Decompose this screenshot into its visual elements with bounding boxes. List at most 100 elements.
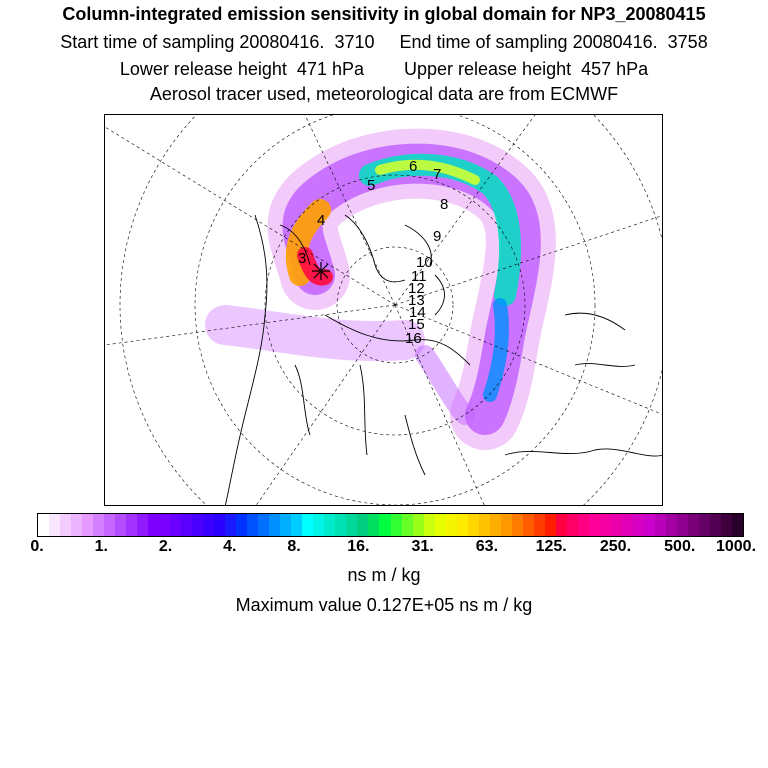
colorbar-segment — [511, 514, 523, 536]
colorbar-segment — [192, 514, 204, 536]
colorbar-segment — [302, 514, 314, 536]
colorbar-segment — [313, 514, 325, 536]
colorbar-segment — [434, 514, 446, 536]
colorbar-tick-label: 250. — [599, 538, 632, 555]
colorbar-tick-label: 0. — [30, 538, 44, 555]
colorbar-segment — [379, 514, 391, 536]
plot-title: Column-integrated emission sensitivity i… — [62, 4, 706, 24]
day-label: 7 — [433, 166, 441, 183]
day-label: 8 — [440, 196, 448, 213]
colorbar-segment — [533, 514, 545, 536]
colorbar-segment — [588, 514, 600, 536]
colorbar-segment — [104, 514, 116, 536]
colorbar-segment — [126, 514, 138, 536]
colorbar-tick-label: 500. — [664, 538, 696, 555]
colorbar-segment — [225, 514, 237, 536]
colorbar-segment — [148, 514, 160, 536]
colorbar-segment — [214, 514, 226, 536]
colorbar-segment — [566, 514, 578, 536]
colorbar-segment — [555, 514, 567, 536]
colorbar-tick-label: 1000. — [715, 538, 757, 555]
colorbar-segment — [115, 514, 127, 536]
map-canvas: 3 4 5 6 7 8 9 10 11 12 13 14 15 16 — [105, 115, 662, 505]
colorbar-segment — [423, 514, 435, 536]
colorbar-segment — [676, 514, 688, 536]
colorbar-segment — [247, 514, 259, 536]
day-label: 6 — [409, 158, 417, 175]
day-label: 12 — [408, 280, 425, 297]
day-label: 5 — [367, 177, 375, 194]
colorbar-segment — [709, 514, 721, 536]
colorbar-tick-label: 2. — [158, 538, 173, 555]
colorbar-segment — [137, 514, 149, 536]
day-labels: 3 4 5 6 7 8 9 10 11 12 13 14 15 16 — [298, 158, 448, 347]
colorbar-segment — [489, 514, 501, 536]
tracer-info-line: Aerosol tracer used, meteorological data… — [149, 84, 619, 104]
colorbar-segment — [170, 514, 182, 536]
colorbar-segment — [621, 514, 633, 536]
colorbar-segment — [93, 514, 105, 536]
colorbar-tick-label: 8. — [287, 538, 301, 555]
sensitivity-map: 3 4 5 6 7 8 9 10 11 12 13 14 15 16 — [104, 114, 663, 506]
colorbar-segment — [478, 514, 490, 536]
colorbar-segment — [390, 514, 402, 536]
sampling-time-line: Start time of sampling 20080416. 3710 En… — [60, 32, 708, 52]
day-label: 11 — [411, 268, 427, 285]
colorbar-segment — [731, 514, 743, 536]
colorbar-segment — [71, 514, 83, 536]
colorbar-segment — [203, 514, 215, 536]
sensitivity-plume — [205, 128, 556, 450]
colorbar-tick-label: 63. — [475, 538, 499, 555]
colorbar-segment — [60, 514, 72, 536]
day-label: 15 — [408, 316, 425, 333]
colorbar-segment — [357, 514, 369, 536]
coastlines — [224, 214, 662, 505]
colorbar-tick-label: 1. — [94, 538, 108, 555]
day-label: 9 — [433, 228, 441, 245]
colorbar-segment — [82, 514, 94, 536]
day-label: 14 — [409, 304, 426, 321]
colorbar-segment — [269, 514, 281, 536]
colorbar-segment — [610, 514, 622, 536]
colorbar-segment — [181, 514, 193, 536]
colorbar-segment — [159, 514, 171, 536]
colorbar-tick-label: 125. — [535, 538, 567, 555]
colorbar-tick-label: 4. — [223, 538, 237, 555]
colorbar-segment — [456, 514, 468, 536]
release-point-marker — [312, 262, 330, 280]
colorbar-segment — [368, 514, 380, 536]
colorbar-segment — [412, 514, 424, 536]
colorbar-segment — [49, 514, 61, 536]
colorbar-tick-label: 16. — [347, 538, 370, 555]
colorbar-segment — [544, 514, 556, 536]
colorbar-segment — [280, 514, 292, 536]
colorbar-segment — [643, 514, 655, 536]
colorbar-segment — [335, 514, 347, 536]
colorbar-unit: ns m / kg — [347, 565, 421, 585]
colorbar-segment — [324, 514, 336, 536]
colorbar-segment — [236, 514, 248, 536]
colorbar-segment — [258, 514, 270, 536]
colorbar-segment — [346, 514, 358, 536]
day-label: 10 — [416, 254, 433, 271]
colorbar — [37, 513, 744, 537]
day-label: 4 — [317, 212, 325, 229]
colorbar-segment — [500, 514, 512, 536]
colorbar-segment — [401, 514, 413, 536]
colorbar-segment — [698, 514, 710, 536]
graticule — [105, 115, 662, 505]
colorbar-segment — [654, 514, 666, 536]
colorbar-tick-label: 31. — [411, 538, 434, 555]
colorbar-segment — [38, 514, 50, 536]
colorbar-segment — [687, 514, 699, 536]
colorbar-segment — [577, 514, 589, 536]
colorbar-segment — [632, 514, 644, 536]
colorbar-segment — [467, 514, 479, 536]
colorbar-segment — [291, 514, 303, 536]
colorbar-segment — [665, 514, 677, 536]
colorbar-segment — [445, 514, 457, 536]
day-label: 3 — [298, 250, 306, 267]
day-label: 13 — [408, 292, 425, 309]
colorbar-segment — [599, 514, 611, 536]
colorbar-segment — [720, 514, 732, 536]
